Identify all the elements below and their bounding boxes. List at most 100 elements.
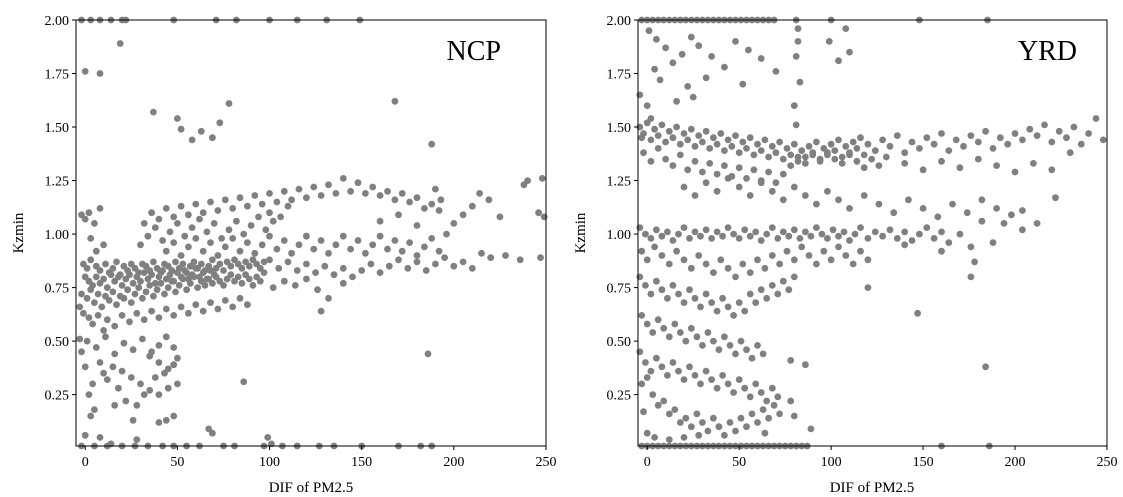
- data-point: [651, 125, 658, 133]
- data-point: [190, 273, 198, 281]
- data-point: [317, 237, 325, 244]
- data-point: [421, 205, 428, 212]
- data-point: [689, 93, 697, 101]
- data-point: [669, 59, 677, 67]
- data-point: [750, 166, 758, 174]
- data-point: [229, 205, 237, 212]
- x-tick-label: 250: [1097, 455, 1118, 470]
- data-point: [790, 102, 798, 109]
- data-point: [94, 290, 102, 298]
- data-point: [170, 312, 178, 319]
- data-point: [686, 235, 693, 242]
- data-point: [277, 213, 284, 221]
- data-point: [303, 232, 310, 240]
- data-point: [1004, 140, 1012, 148]
- data-point: [96, 205, 104, 212]
- data-point: [938, 228, 945, 236]
- data-point: [768, 282, 776, 289]
- data-point: [735, 299, 743, 306]
- data-point: [768, 142, 776, 150]
- data-point: [1019, 136, 1026, 144]
- data-point: [238, 279, 246, 287]
- data-point: [133, 401, 141, 409]
- data-point: [443, 230, 450, 238]
- x-tick-label: 250: [536, 455, 557, 470]
- data-point: [1041, 121, 1048, 129]
- data-point: [724, 224, 732, 232]
- data-point: [170, 361, 178, 369]
- data-point: [199, 307, 207, 315]
- data-point: [864, 140, 872, 148]
- data-point: [81, 431, 89, 439]
- data-point: [140, 316, 148, 324]
- data-point: [177, 303, 185, 311]
- data-point: [164, 284, 172, 291]
- data-point: [702, 226, 710, 234]
- data-point: [658, 121, 666, 129]
- data-point: [763, 397, 771, 405]
- data-point: [658, 232, 666, 240]
- data-point: [137, 277, 144, 285]
- data-point: [1033, 132, 1041, 140]
- data-point: [827, 140, 835, 148]
- data-point: [807, 425, 815, 433]
- data-point: [996, 134, 1004, 142]
- data-point: [790, 226, 798, 234]
- data-point: [207, 198, 214, 206]
- data-point: [860, 192, 868, 199]
- data-point: [752, 380, 760, 388]
- data-point: [664, 294, 671, 302]
- x-tick-label: 200: [1005, 455, 1026, 470]
- data-point: [695, 132, 703, 140]
- data-point: [413, 222, 421, 229]
- data-point: [362, 190, 369, 197]
- data-point: [840, 228, 848, 236]
- data-point: [680, 183, 688, 191]
- data-point: [1055, 127, 1063, 135]
- data-point: [660, 324, 668, 332]
- data-point: [175, 282, 183, 289]
- data-point: [92, 344, 100, 351]
- data-point: [174, 354, 181, 362]
- data-point: [354, 179, 362, 187]
- data-point: [640, 130, 647, 137]
- data-point: [148, 271, 156, 279]
- data-point: [653, 226, 660, 234]
- data-point: [199, 269, 207, 276]
- data-point: [1066, 149, 1074, 157]
- data-point: [78, 348, 85, 356]
- data-point: [956, 230, 964, 238]
- data-point: [1099, 136, 1107, 144]
- data-point: [150, 258, 157, 266]
- data-point: [905, 196, 912, 204]
- data-point: [1048, 138, 1056, 146]
- data-point: [236, 247, 244, 255]
- data-point: [868, 155, 875, 163]
- data-point: [647, 235, 655, 242]
- data-point: [196, 215, 203, 223]
- data-point: [124, 286, 131, 294]
- plot-frame: [75, 19, 547, 447]
- data-point: [422, 267, 430, 274]
- data-point: [715, 423, 723, 431]
- data-point: [835, 232, 842, 240]
- data-point: [857, 134, 864, 142]
- data-point: [177, 252, 185, 259]
- data-point: [721, 162, 728, 170]
- data-point: [113, 258, 120, 266]
- data-point: [1048, 166, 1056, 174]
- data-point: [293, 267, 301, 274]
- data-point: [85, 391, 93, 398]
- data-point: [269, 284, 277, 291]
- data-point: [796, 235, 804, 242]
- data-point: [367, 260, 375, 268]
- data-point: [245, 275, 253, 283]
- data-point: [779, 155, 787, 163]
- data-point: [989, 239, 997, 247]
- data-point: [735, 149, 743, 157]
- data-point: [325, 249, 332, 257]
- data-point: [384, 187, 391, 195]
- data-point: [713, 140, 721, 148]
- data-point: [166, 228, 174, 236]
- data-point: [537, 254, 544, 261]
